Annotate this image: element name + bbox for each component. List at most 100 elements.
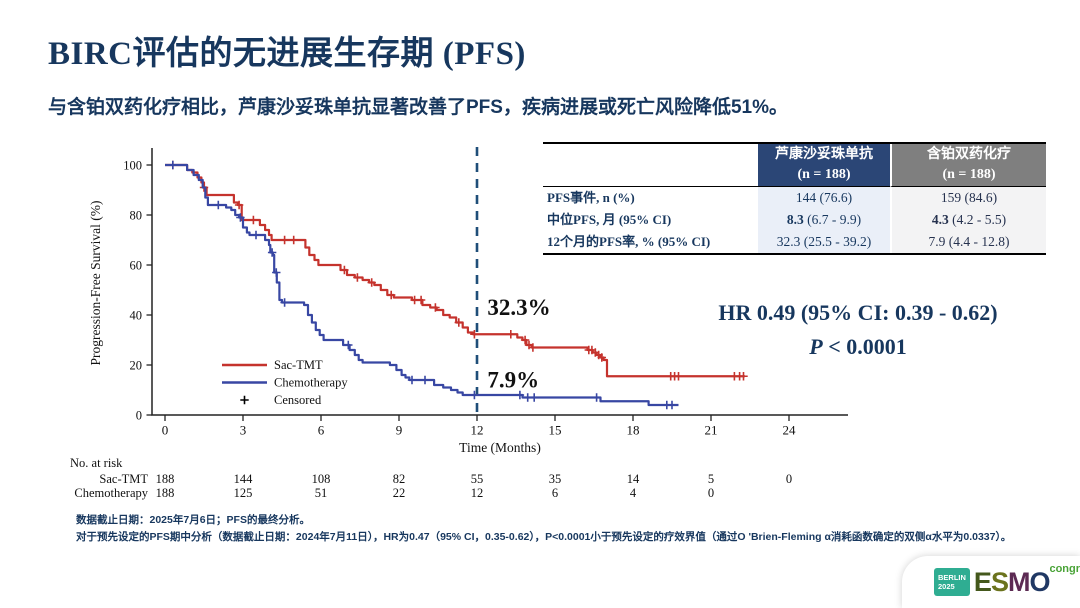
censor-mark-sac-tmt bbox=[520, 335, 530, 345]
footnote-line2: 对于预先设定的PFS期中分析（数据截止日期：2024年7月11日），HR为0.4… bbox=[76, 531, 1012, 543]
congress-label: congress bbox=[1049, 563, 1080, 575]
x-tick-label: 12 bbox=[471, 423, 484, 438]
censor-mark-chemotherapy bbox=[251, 230, 261, 240]
legend-label: Sac-TMT bbox=[274, 358, 323, 372]
censor-mark-sac-tmt bbox=[289, 235, 298, 245]
x-tick-label: 21 bbox=[705, 423, 718, 438]
at-risk-value: 0 bbox=[708, 486, 714, 500]
value-median-sactmt: 8.3 (6.7 - 9.9) bbox=[758, 209, 890, 231]
esmo-letter: O bbox=[1029, 566, 1050, 597]
y-tick-label: 20 bbox=[130, 359, 143, 373]
at-risk-value: 55 bbox=[471, 472, 484, 486]
y-tick-label: 0 bbox=[136, 409, 142, 423]
annotation-7.9%: 7.9% bbox=[487, 368, 539, 393]
at-risk-value: 0 bbox=[786, 472, 792, 486]
at-risk-value: 5 bbox=[708, 472, 714, 486]
censor-mark-sac-tmt bbox=[528, 343, 538, 352]
curve-chemotherapy bbox=[165, 163, 679, 407]
p-symbol: P bbox=[809, 334, 823, 359]
annotation-32.3%: 32.3% bbox=[487, 295, 550, 320]
row-label-pfs-events: PFS事件, n (%) bbox=[543, 187, 758, 209]
legend-label: Chemotherapy bbox=[274, 376, 348, 390]
value-rest: 7.9 (4.4 - 12.8) bbox=[928, 234, 1010, 249]
at-risk-value: 51 bbox=[315, 486, 328, 500]
at-risk-value: 22 bbox=[393, 486, 406, 500]
censor-mark-sac-tmt bbox=[416, 295, 426, 305]
at-risk-value: 4 bbox=[630, 486, 637, 500]
berlin-2025-badge: BERLIN 2025 bbox=[934, 568, 970, 596]
x-tick-label: 15 bbox=[549, 423, 562, 438]
at-risk-value: 12 bbox=[471, 486, 484, 500]
y-tick-label: 80 bbox=[130, 209, 143, 223]
hr-annotation: HR 0.49 (95% CI: 0.39 - 0.62) P < 0.0001 bbox=[678, 300, 1038, 360]
value-rest: (6.7 - 9.9) bbox=[803, 212, 862, 227]
esmo-letter: S bbox=[990, 566, 1009, 597]
value-rest: 144 (76.6) bbox=[795, 190, 853, 205]
value-rest: 32.3 (25.5 - 39.2) bbox=[776, 234, 872, 249]
censor-mark-sac-tmt bbox=[739, 372, 748, 381]
at-risk-value: 144 bbox=[234, 472, 254, 486]
value-rest: (4.2 - 5.5) bbox=[948, 212, 1007, 227]
col-header-n: (n = 188) bbox=[797, 167, 851, 182]
censor-mark-chemotherapy bbox=[407, 375, 417, 385]
censor-mark-chemotherapy bbox=[530, 393, 539, 402]
censor-mark-chemotherapy bbox=[592, 393, 601, 402]
at-risk-row-label: Sac-TMT bbox=[99, 472, 148, 486]
censor-mark-chemotherapy bbox=[515, 390, 525, 400]
value-12mo-chemo: 7.9 (4.4 - 12.8) bbox=[890, 231, 1046, 253]
censor-mark-sac-tmt bbox=[470, 330, 479, 339]
at-risk-row-label: Chemotherapy bbox=[74, 486, 148, 500]
summary-table: 芦康沙妥珠单抗 (n = 188) 含铂双药化疗 (n = 188) PFS事件… bbox=[543, 142, 1046, 255]
col-header-n: (n = 188) bbox=[942, 167, 996, 182]
censor-mark-chemotherapy bbox=[267, 248, 277, 257]
x-tick-label: 24 bbox=[783, 423, 797, 438]
censor-mark-sac-tmt bbox=[454, 318, 463, 327]
table-header-chemo: 含铂双药化疗 (n = 188) bbox=[890, 144, 1046, 187]
censor-mark-sac-tmt bbox=[387, 290, 396, 300]
x-tick-label: 0 bbox=[162, 423, 169, 438]
x-axis-label: Time (Months) bbox=[459, 440, 541, 455]
censor-mark-chemotherapy bbox=[420, 375, 430, 385]
y-tick-label: 60 bbox=[130, 259, 143, 273]
value-median-chemo: 4.3 (4.2 - 5.5) bbox=[890, 209, 1046, 231]
at-risk-value: 188 bbox=[156, 472, 175, 486]
esmo-letter: E bbox=[973, 566, 992, 597]
censor-mark-chemotherapy bbox=[214, 200, 223, 210]
x-tick-label: 6 bbox=[318, 423, 325, 438]
at-risk-value: 82 bbox=[393, 472, 406, 486]
censor-mark-chemotherapy bbox=[344, 340, 353, 350]
x-tick-label: 9 bbox=[396, 423, 403, 438]
at-risk-value: 35 bbox=[549, 472, 562, 486]
table-corner-cell bbox=[543, 144, 758, 187]
value-rest: 159 (84.6) bbox=[940, 190, 998, 205]
censor-mark-sac-tmt bbox=[249, 215, 258, 225]
col-header-title: 含铂双药化疗 bbox=[927, 147, 1011, 162]
row-label-12mo-rate: 12个月的PFS率, % (95% CI) bbox=[543, 231, 758, 253]
col-header-title: 芦康沙妥珠单抗 bbox=[775, 147, 873, 162]
censor-mark-sac-tmt bbox=[234, 200, 244, 210]
row-label-median-pfs: 中位PFS, 月 (95% CI) bbox=[543, 209, 758, 231]
censor-mark-sac-tmt bbox=[353, 273, 362, 282]
esmo-congress-logo: BERLIN 2025 ESMO congress bbox=[902, 556, 1080, 608]
censor-mark-sac-tmt bbox=[367, 278, 376, 287]
censor-mark-chemotherapy bbox=[667, 400, 677, 410]
y-tick-label: 100 bbox=[123, 159, 142, 173]
censor-mark-sac-tmt bbox=[280, 235, 289, 245]
censor-mark-chemotherapy bbox=[272, 268, 281, 277]
p-value: < 0.0001 bbox=[822, 334, 907, 359]
km-chart: 0 20 40 60 80 100 0 3 6 9 12 15 18 21 24 Time (Months) P… bbox=[60, 138, 870, 510]
page-title: BIRC评估的无进展生存期 (PFS) bbox=[48, 36, 526, 72]
censor-mark-sac-tmt bbox=[597, 353, 606, 362]
x-tick-label: 3 bbox=[240, 423, 247, 438]
value-pfs-events-chemo: 159 (84.6) bbox=[890, 187, 1046, 209]
censor-mark-chemotherapy bbox=[470, 390, 479, 400]
y-axis-label: Progression-Free Survival (%) bbox=[88, 201, 103, 366]
censor-mark-sac-tmt bbox=[431, 303, 440, 312]
page-subtitle: 与含铂双药化疗相比，芦康沙妥珠单抗显著改善了PFS，疾病进展或死亡风险降低51%… bbox=[48, 97, 788, 118]
value-bold: 8.3 bbox=[786, 212, 804, 227]
at-risk-value: 6 bbox=[552, 486, 558, 500]
y-tick-label: 40 bbox=[130, 309, 143, 323]
legend-censored-plus bbox=[240, 395, 249, 405]
at-risk-value: 14 bbox=[627, 472, 640, 486]
